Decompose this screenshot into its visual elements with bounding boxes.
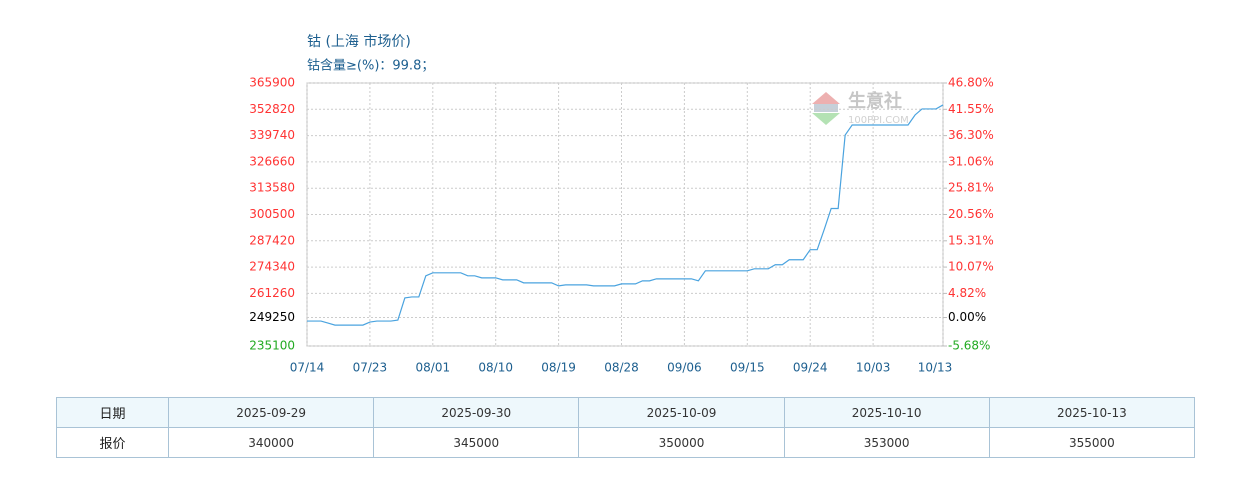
y2-tick-label: -5.68% — [948, 339, 990, 353]
logo-top — [812, 92, 840, 104]
x-tick-label: 08/10 — [478, 361, 513, 375]
logo-mid — [814, 104, 838, 112]
series-line — [307, 104, 944, 326]
table-cell: 2025-09-30 — [373, 397, 580, 428]
price-table: 日期 2025-09-29 2025-09-30 2025-10-09 2025-10-… — [56, 397, 1196, 458]
table-cell: 2025-10-13 — [988, 397, 1196, 428]
chart-subtitle: 钴含量≥(%)：99.8； — [307, 58, 434, 74]
y2-tick-label: 0.00% — [948, 310, 986, 324]
table-cell: 2025-10-10 — [783, 397, 990, 428]
logo-bottom — [812, 113, 840, 125]
table-cell: 2025-10-09 — [578, 397, 785, 428]
y-tick-label: 313580 — [249, 181, 295, 195]
y-tick-label: 365900 — [249, 76, 295, 90]
table-cell: 报价 — [56, 427, 169, 458]
table-cell: 340000 — [167, 427, 375, 458]
table-cell: 2025-09-29 — [167, 397, 375, 428]
y-tick-label: 339740 — [249, 128, 295, 142]
table-row: 日期 2025-09-29 2025-09-30 2025-10-09 2025-10-… — [56, 397, 1196, 428]
y-tick-label: 249250 — [249, 310, 295, 324]
x-tick-label: 07/23 — [353, 361, 388, 375]
table-cell: 日期 — [56, 397, 169, 428]
table-cell: 345000 — [373, 427, 580, 458]
x-tick-label: 08/28 — [604, 361, 639, 375]
y2-tick-label: 46.80% — [948, 76, 994, 90]
y2-tick-label: 25.81% — [948, 181, 994, 195]
x-tick-label: 07/14 — [290, 361, 325, 375]
y-tick-label: 300500 — [249, 207, 295, 221]
y2-tick-label: 15.31% — [948, 233, 994, 247]
y-tick-label: 235100 — [249, 339, 295, 353]
y-tick-label: 274340 — [249, 260, 295, 274]
x-tick-label: 09/24 — [793, 361, 828, 375]
x-tick-label: 10/03 — [856, 361, 891, 375]
table-cell: 350000 — [578, 427, 785, 458]
x-tick-label: 08/01 — [416, 361, 451, 375]
watermark: 生意社 100PPI.COM — [812, 90, 909, 126]
table-cell: 355000 — [988, 427, 1196, 458]
table-cell: 353000 — [783, 427, 990, 458]
chart: 钴 (上海 市场价) 钴含量≥(%)：99.8； 生意社 100PPI.COM … — [249, 33, 994, 375]
y-tick-label: 261260 — [249, 286, 295, 300]
y2-tick-label: 20.56% — [948, 207, 994, 221]
y2-tick-label: 36.30% — [948, 128, 994, 142]
x-tick-label: 08/19 — [541, 361, 576, 375]
x-tick-label: 09/06 — [667, 361, 702, 375]
y2-tick-label: 10.07% — [948, 260, 994, 274]
x-tick-label: 09/15 — [730, 361, 765, 375]
y-tick-label: 287420 — [249, 233, 295, 247]
table-row: 报价 340000 345000 350000 353000 355000 — [56, 427, 1196, 458]
watermark-name: 生意社 — [848, 90, 902, 112]
y-tick-label: 352820 — [249, 102, 295, 116]
y2-tick-label: 41.55% — [948, 102, 994, 116]
x-tick-label: 10/13 — [918, 361, 953, 375]
watermark-site: 100PPI.COM — [848, 115, 909, 126]
y2-tick-label: 4.82% — [948, 286, 986, 300]
y2-tick-label: 31.06% — [948, 154, 994, 168]
chart-title: 钴 (上海 市场价) — [307, 33, 411, 50]
y-tick-label: 326660 — [249, 154, 295, 168]
